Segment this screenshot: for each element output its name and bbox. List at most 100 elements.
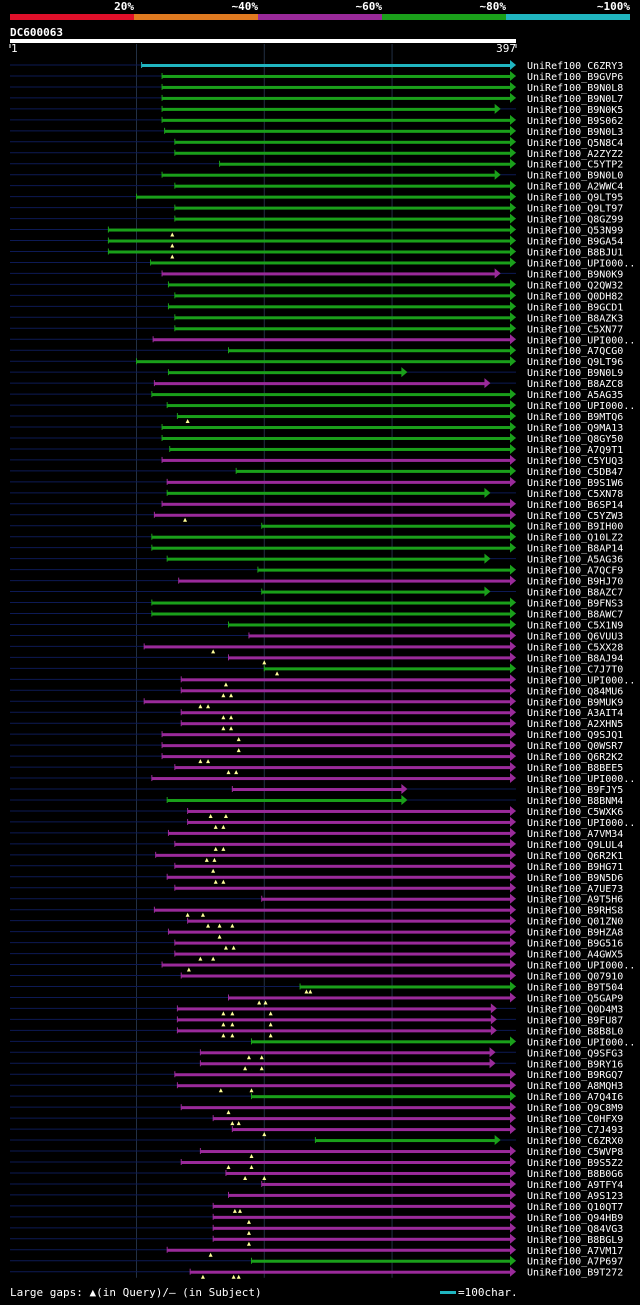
- gap-marker: [198, 759, 203, 764]
- hit-arrow: [510, 389, 516, 400]
- hit-label: UniRef100_C5DB47: [527, 467, 623, 478]
- hit-row: UniRef100_A7QCF9: [10, 564, 623, 577]
- hit-label: UniRef100_UPI000..: [527, 401, 635, 412]
- gap-marker: [236, 737, 241, 742]
- hit-label: UniRef100_B9FU87: [527, 1015, 623, 1026]
- hit-bar: [162, 96, 512, 100]
- hit-row: UniRef100_Q94HB9: [10, 1211, 623, 1224]
- hit-bar: [168, 283, 511, 287]
- hit-row: UniRef100_B9HZA8: [10, 926, 623, 939]
- gap-marker: [226, 770, 231, 775]
- hit-label: UniRef100_Q5N8C4: [527, 138, 623, 149]
- scale-legend-text: =100char.: [458, 1286, 518, 1299]
- hit-row: UniRef100_B9GA54: [10, 235, 623, 248]
- hit-row: UniRef100_UPI000..: [10, 1036, 635, 1048]
- hit-arrow: [510, 125, 516, 136]
- hit-row: UniRef100_B9S1W6: [10, 476, 623, 489]
- hit-bar: [154, 513, 511, 517]
- hit-label: UniRef100_C0HFX9: [527, 1114, 623, 1125]
- hit-arrow: [510, 257, 516, 268]
- hit-row: UniRef100_B9RHS8: [10, 904, 623, 917]
- legend-swatch-40: [134, 14, 258, 20]
- hit-label: UniRef100_Q10LZ2: [527, 533, 623, 544]
- hit-label: UniRef100_A8MQH3: [527, 1081, 623, 1092]
- hit-arrow: [510, 729, 516, 740]
- hit-row: UniRef100_A2WWC4: [10, 180, 623, 193]
- hit-arrow: [510, 158, 516, 169]
- hit-arrow: [510, 849, 516, 860]
- hit-arrow: [484, 586, 491, 597]
- hit-row: UniRef100_Q9LT96: [10, 356, 623, 368]
- hit-label: UniRef100_B9MTQ6: [527, 412, 623, 423]
- hit-bar: [167, 798, 403, 802]
- hit-bar: [174, 766, 512, 770]
- gap-marker: [230, 1033, 235, 1038]
- hit-label: UniRef100_Q8GZ99: [527, 215, 623, 226]
- hit-label: UniRef100_C5YTP2: [527, 160, 623, 171]
- hit-bar: [181, 1161, 511, 1164]
- hit-label: UniRef100_Q9LUL4: [527, 840, 623, 851]
- hit-arrow: [510, 1211, 516, 1222]
- hit-label: UniRef100_Q5GAP9: [527, 993, 623, 1004]
- hit-bar: [151, 612, 512, 616]
- hit-label: UniRef100_UPI000..: [527, 818, 635, 829]
- gap-marker: [223, 813, 228, 818]
- gap-marker: [221, 1033, 226, 1038]
- hit-arrow: [510, 871, 516, 882]
- hit-bar: [228, 349, 511, 353]
- gap-marker: [232, 1208, 237, 1213]
- hit-arrow: [510, 81, 516, 92]
- hit-label: UniRef100_UPI000..: [527, 1037, 635, 1048]
- hit-bar: [174, 327, 512, 331]
- hit-bar: [219, 162, 512, 166]
- hit-row: UniRef100_B9FNS3: [10, 597, 623, 610]
- hit-label: UniRef100_Q0D4M3: [527, 1004, 623, 1015]
- hit-bar: [315, 1139, 496, 1143]
- hit-row: UniRef100_Q9SJQ1: [10, 729, 623, 742]
- hit-row: UniRef100_B9GVP6: [10, 70, 623, 83]
- hit-arrow: [510, 422, 516, 433]
- hit-label: UniRef100_Q10QT7: [527, 1202, 623, 1213]
- hit-row: UniRef100_B8BEE5: [10, 762, 623, 775]
- hit-label: UniRef100_B9N0L8: [527, 83, 623, 94]
- hit-row: UniRef100_B8AWC7: [10, 608, 623, 621]
- gap-marker: [200, 1274, 205, 1279]
- hit-bar: [228, 656, 511, 660]
- hit-label: UniRef100_B9FJY5: [527, 785, 623, 796]
- hit-label: UniRef100_UPI000..: [527, 258, 635, 269]
- hit-row: UniRef100_B9G516: [10, 937, 623, 950]
- hit-bar: [177, 1029, 492, 1033]
- hit-label: UniRef100_B9S1W6: [527, 478, 623, 489]
- hit-row: UniRef100_A7QCG0: [10, 345, 623, 357]
- hit-row: UniRef100_C5YUQ3: [10, 454, 623, 467]
- gap-marker: [262, 660, 267, 665]
- hit-bar: [300, 985, 511, 989]
- gap-marker: [229, 693, 234, 698]
- hit-bar: [141, 64, 511, 67]
- hit-arrow: [494, 103, 501, 114]
- hit-label: UniRef100_C5YZW3: [527, 511, 623, 522]
- hit-row: UniRef100_A5AG36: [10, 553, 623, 566]
- hit-row: UniRef100_Q0WSR7: [10, 740, 623, 753]
- gap-legend-text: Large gaps: ▲(in Query)/– (in Subject): [10, 1286, 262, 1299]
- hit-row: UniRef100_B9T504: [10, 981, 623, 994]
- hit-bar: [181, 678, 511, 682]
- hit-row: UniRef100_Q84VG3: [10, 1222, 623, 1235]
- hit-row: UniRef100_B8BJU1: [10, 246, 623, 259]
- gap-marker: [230, 1011, 235, 1016]
- hit-row: UniRef100_B9N0L8: [10, 81, 623, 94]
- hit-row: UniRef100_A9S123: [10, 1189, 623, 1202]
- hit-row: UniRef100_B6SP14: [10, 498, 623, 511]
- hit-label: UniRef100_Q01ZN0: [527, 917, 623, 928]
- hit-label: UniRef100_B9N0K9: [527, 269, 623, 280]
- hit-label: UniRef100_B9HG71: [527, 862, 623, 873]
- hit-arrow: [490, 1025, 497, 1036]
- hit-bar: [151, 546, 512, 550]
- hit-arrow: [510, 992, 516, 1003]
- hit-row: UniRef100_Q5GAP9: [10, 992, 623, 1005]
- gap-marker: [206, 759, 211, 764]
- hit-row: UniRef100_B9RGQ7: [10, 1069, 623, 1081]
- hit-row: UniRef100_Q6VUU3: [10, 630, 623, 642]
- hit-row: UniRef100_A7VM34: [10, 827, 623, 840]
